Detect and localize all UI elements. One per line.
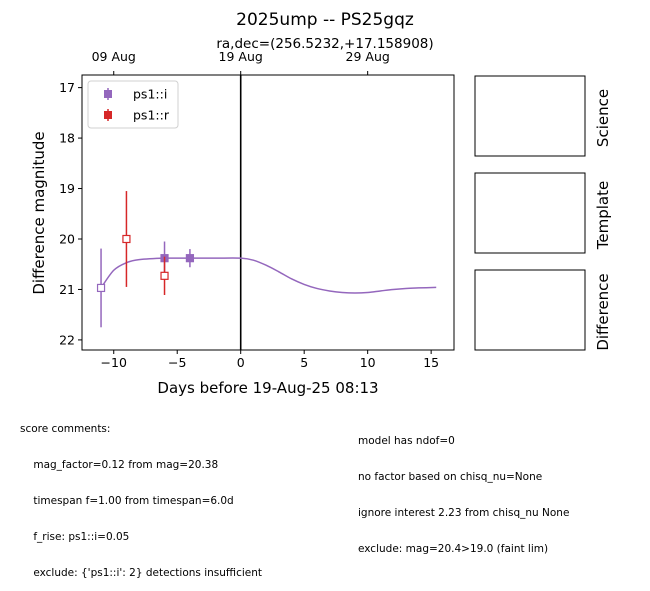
top-axis-tick-label: 09 Aug	[92, 49, 136, 64]
x-tick-label: −5	[168, 355, 186, 370]
comment-line: timespan f=1.00 from timespan=6.0d	[20, 495, 234, 507]
comment-line: ignore interest 2.23 from chisq_nu None	[358, 507, 570, 519]
comment-line: mag_factor=0.12 from mag=20.38	[20, 459, 219, 471]
plot-frame	[81, 74, 455, 351]
top-axis-tick-label: 19 Aug	[219, 49, 263, 64]
legend-label: ps1::i	[133, 87, 167, 102]
chart-subtitle: ra,dec=(256.5232,+17.158908)	[216, 36, 433, 52]
comment-line: no factor based on chisq_nu=None	[358, 471, 543, 483]
y-tick-label: 17	[59, 80, 75, 95]
x-tick-label: 5	[300, 355, 308, 370]
chart-title: 2025ump -- PS25gqz	[236, 10, 414, 30]
data-point	[185, 254, 195, 263]
top-date-axis: 09 Aug 19 Aug 29 Aug	[92, 49, 390, 75]
y-tick-label: 19	[59, 181, 75, 196]
image-panel-label: Difference	[594, 273, 612, 350]
model-comments: model has ndof=0 no factor based on chis…	[358, 411, 569, 567]
image-panel-label: Science	[594, 89, 612, 147]
x-tick-label: 10	[360, 355, 376, 370]
y-tick-label: 18	[59, 131, 75, 146]
image-panel-label: Template	[594, 181, 612, 250]
y-tick-label: 20	[59, 231, 75, 246]
x-tick-label: −10	[101, 355, 127, 370]
comment-line: score comments:	[20, 423, 111, 435]
x-axis: −10 −5 0 5 10 15	[101, 350, 439, 370]
lightcurve-figure: 2025ump -- PS25gqz ra,dec=(256.5232,+17.…	[30, 10, 612, 397]
legend-marker	[104, 90, 112, 98]
image-panel	[474, 172, 586, 254]
data-point	[160, 271, 169, 280]
plot-area	[81, 74, 455, 351]
model-curve	[100, 257, 437, 294]
y-axis: 17 18 19 20 21 22	[59, 80, 82, 347]
comment-line: exclude: {'ps1::i': 2} detections insuff…	[20, 567, 263, 579]
comment-line: exclude: mag=20.4>19.0 (faint lim)	[358, 543, 549, 555]
comment-line: model has ndof=0	[358, 435, 455, 447]
x-tick-label: 15	[423, 355, 439, 370]
x-tick-label: 0	[237, 355, 245, 370]
image-panel	[474, 269, 586, 351]
comment-line: f_rise: ps1::i=0.05	[20, 531, 130, 543]
top-axis-tick-label: 29 Aug	[346, 49, 390, 64]
data-point	[96, 283, 106, 293]
y-tick-label: 21	[59, 282, 75, 297]
legend-label: ps1::r	[133, 108, 170, 123]
y-axis-label: Difference magnitude	[30, 131, 48, 294]
legend-marker	[104, 111, 112, 119]
score-comments: score comments: mag_factor=0.12 from mag…	[20, 399, 262, 591]
x-axis-label: Days before 19-Aug-25 08:13	[157, 379, 378, 397]
image-panel	[474, 75, 586, 157]
image-panels: Science Template Difference	[474, 75, 612, 351]
data-point	[122, 234, 131, 244]
y-tick-label: 22	[59, 332, 75, 347]
